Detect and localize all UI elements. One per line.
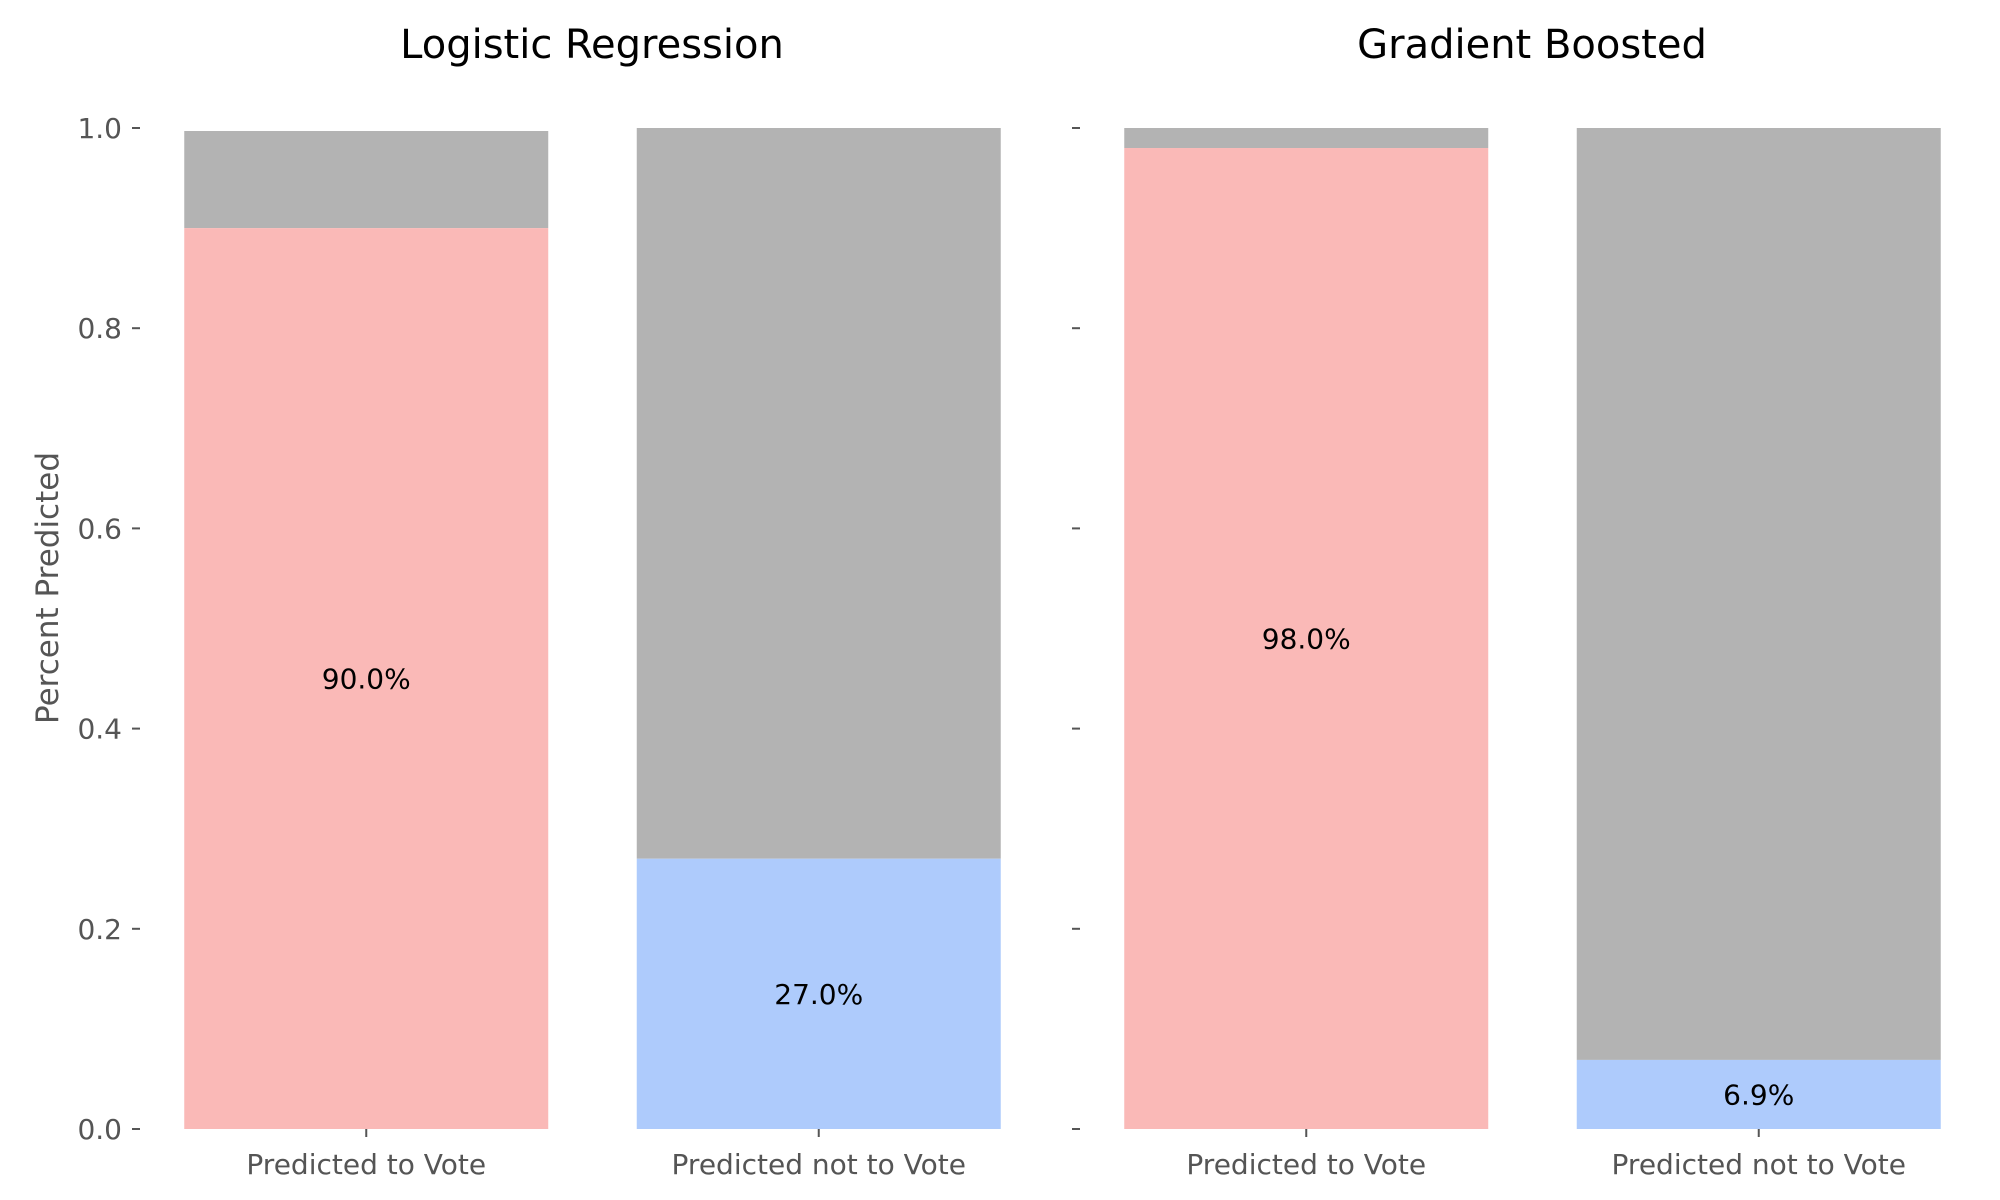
data-label: 98.0% [1262, 623, 1351, 656]
y-axis-label: Percent Predicted [30, 452, 66, 724]
x-axis: Predicted to Vote Predicted not to Vote [1186, 1129, 1906, 1181]
panel-logistic-regression: Logistic Regression Percent Predicted 90… [30, 22, 1001, 1181]
bar-remainder-segment [636, 128, 1001, 859]
bar-value-segment [184, 228, 549, 1130]
y-tick-label: 0.8 [77, 312, 122, 345]
bar-remainder-segment [184, 131, 549, 229]
y-axis: 0.0 0.2 0.4 0.6 0.8 1.0 [77, 112, 140, 1146]
bar-group: 98.0% 6.9% [1124, 128, 1941, 1129]
y-tick-label: 0.2 [77, 913, 122, 946]
x-tick-label: Predicted to Vote [1186, 1148, 1426, 1181]
bar-remainder-segment [1576, 128, 1941, 1060]
data-label: 27.0% [774, 978, 863, 1011]
data-label: 6.9% [1723, 1078, 1794, 1111]
x-axis: Predicted to Vote Predicted not to Vote [246, 1129, 966, 1181]
y-tick-label: 0.4 [77, 713, 122, 746]
x-tick-label: Predicted to Vote [246, 1148, 486, 1181]
panel-title: Gradient Boosted [1357, 22, 1707, 68]
bar-remainder-segment [1124, 128, 1489, 149]
y-tick-label: 0.0 [77, 1113, 122, 1146]
bar-value-segment [636, 858, 1001, 1129]
bar-value-segment [1124, 148, 1489, 1129]
y-tick-label: 0.6 [77, 512, 122, 545]
panel-gradient-boosted: Gradient Boosted 98.0% 6.9% Predicted to … [1072, 22, 1941, 1181]
data-label: 90.0% [322, 663, 411, 696]
y-tick-label: 1.0 [77, 112, 122, 145]
panel-title: Logistic Regression [400, 22, 784, 68]
bar-group: 90.0% 27.0% [184, 128, 1001, 1130]
x-tick-label: Predicted not to Vote [1612, 1148, 1906, 1181]
x-tick-label: Predicted not to Vote [672, 1148, 966, 1181]
y-axis [1072, 127, 1080, 1130]
bar-value-segment [1576, 1059, 1941, 1129]
